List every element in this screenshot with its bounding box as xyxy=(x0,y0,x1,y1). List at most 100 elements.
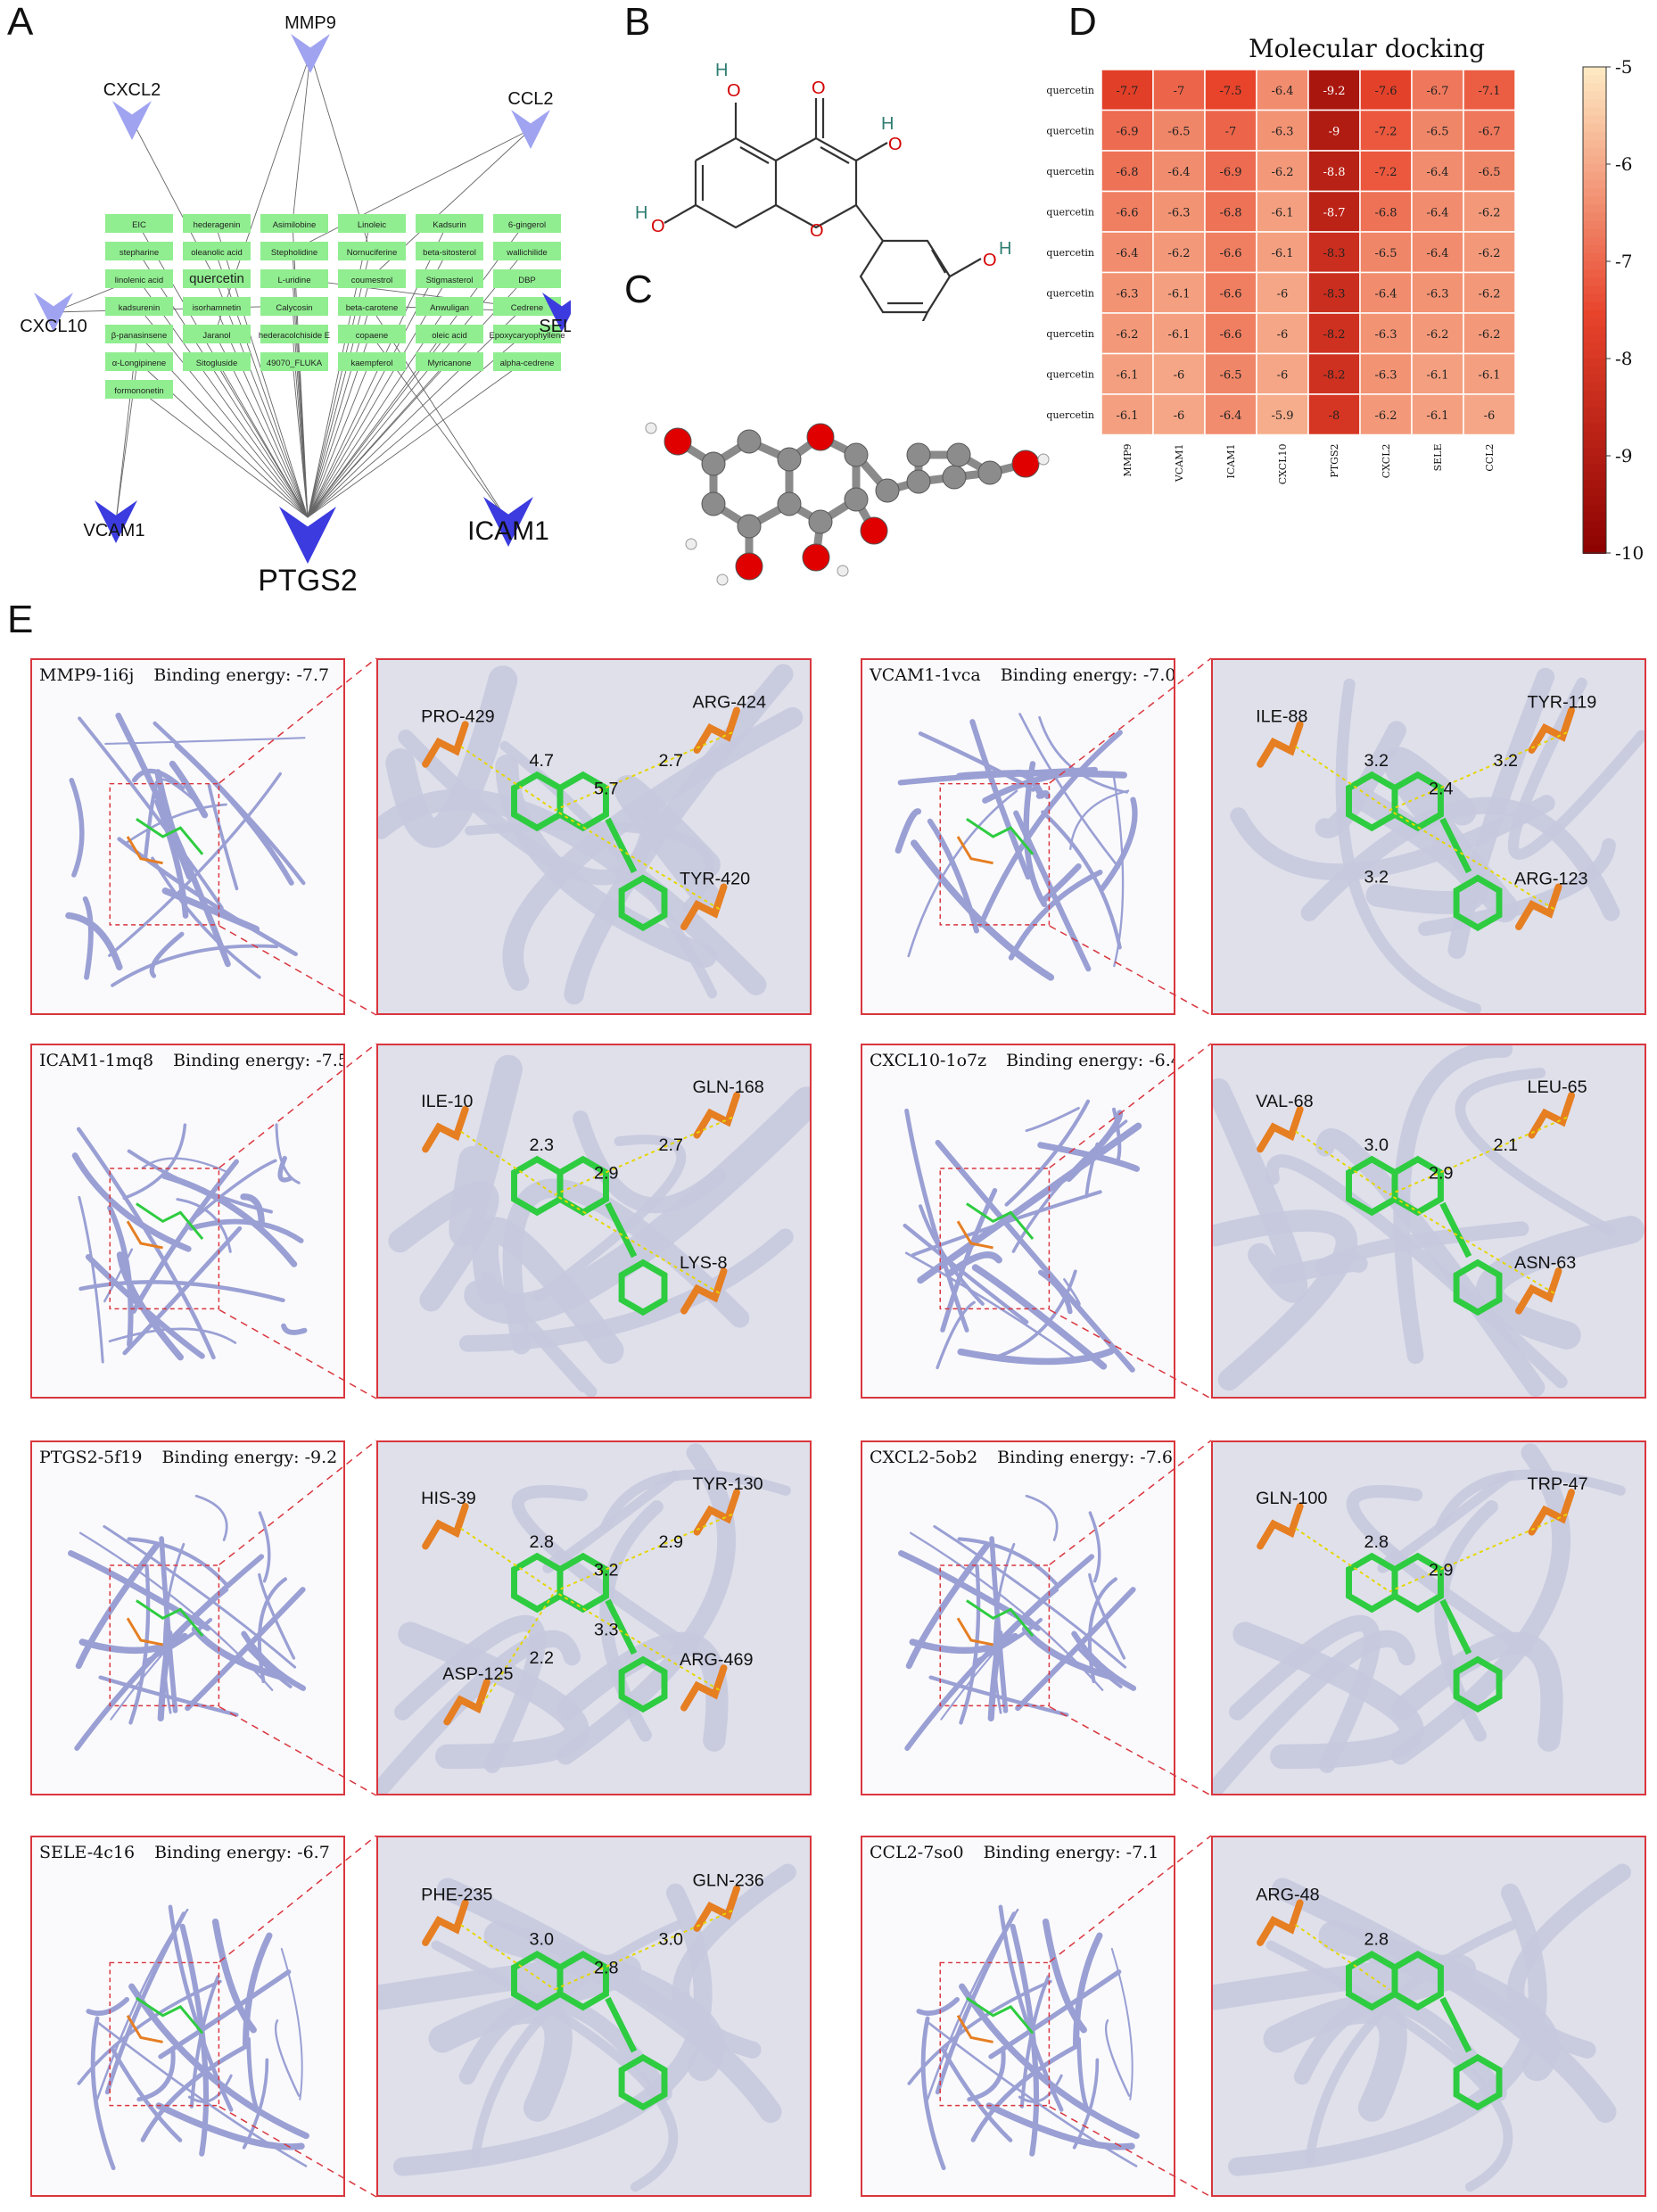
compound-node xyxy=(416,297,483,316)
ribbon-cartoon xyxy=(1315,1128,1546,1397)
svg-text:H: H xyxy=(715,61,728,80)
hydrogen-atom xyxy=(1037,453,1050,466)
ribbon-cartoon xyxy=(1506,1863,1631,2059)
compound-node xyxy=(493,242,561,260)
cxcl2-binding-site-panel: GLN-100 TRP-47 2.8 2.9 xyxy=(1211,1440,1646,1795)
colorbar-segment xyxy=(1583,115,1606,125)
protein-ribbon xyxy=(246,2036,260,2112)
residue-label: VAL-68 xyxy=(1256,1092,1314,1111)
ligand-bond xyxy=(1439,1201,1472,1259)
heatmap-cell xyxy=(1307,150,1361,193)
colorbar-segment xyxy=(1583,220,1606,230)
protein-ribbon xyxy=(1069,789,1130,851)
atom xyxy=(946,442,971,467)
compound-label: Cedrene xyxy=(511,303,543,313)
cxcl10-binding-site-panel: VAL-68 LEU-65 ASN-63 3.0 2.9 2.1 xyxy=(1211,1044,1646,1399)
colorbar-segment xyxy=(1583,367,1606,376)
atom xyxy=(664,427,692,456)
hbond-line xyxy=(1295,1924,1390,1991)
hbond-distance-label: 2.1 xyxy=(1493,1135,1518,1155)
compound-node xyxy=(183,352,251,371)
compound-node xyxy=(183,297,251,316)
heatmap-cell-value: -7.7 xyxy=(1116,85,1138,98)
residue-stick xyxy=(1528,1092,1575,1139)
heatmap-cell xyxy=(1152,109,1206,152)
atom xyxy=(906,469,931,494)
protein-ribbon xyxy=(935,1911,1017,2095)
protein-overview-render xyxy=(77,1904,309,2171)
residue-stick xyxy=(443,1678,491,1726)
protein-pdb-label: CCL2-7so0 xyxy=(870,1843,964,1862)
heatmap-cell-value: -6.6 xyxy=(1219,287,1241,301)
compound-node xyxy=(105,214,173,233)
heatmap-cell-value: -8.7 xyxy=(1323,206,1345,219)
protein-ribbon xyxy=(140,2044,249,2142)
ribbon-cartoon xyxy=(1229,1614,1381,1773)
residue-label: ASN-63 xyxy=(1514,1253,1576,1273)
edge-line xyxy=(307,277,371,518)
compound-label: Sitogluside xyxy=(196,359,237,368)
colorbar-segment xyxy=(1583,318,1606,327)
heatmap-cell-value: -6.1 xyxy=(1478,368,1500,382)
protein-ribbon xyxy=(95,1908,189,2101)
compound-label: hederagenin xyxy=(194,220,241,230)
compound-node xyxy=(493,269,561,288)
edge-line xyxy=(292,128,532,252)
atom xyxy=(802,543,830,572)
protein-ribbon xyxy=(1088,1572,1126,1660)
hbond-line xyxy=(482,1590,556,1705)
residue-label: PRO-429 xyxy=(421,706,494,726)
heatmap-col-label: VCAM1 xyxy=(1174,444,1185,483)
compound-node xyxy=(338,297,406,316)
ribbon-cartoon xyxy=(458,1228,794,1352)
ligand-ring xyxy=(1453,874,1503,931)
colorbar-segment xyxy=(1583,464,1606,474)
protein-overview-render xyxy=(903,1099,1142,1373)
heatmap-cell xyxy=(1101,150,1154,193)
heatmap-cell-value: -6.1 xyxy=(1116,368,1138,382)
protein-ribbon xyxy=(240,1193,265,1225)
colorbar-segment xyxy=(1583,131,1606,141)
ribbon-cartoon xyxy=(556,1631,729,1752)
residue-label: GLN-100 xyxy=(1256,1489,1327,1508)
heatmap-col-label: SELE xyxy=(1432,444,1444,472)
protein-ribbon xyxy=(1008,870,1103,961)
heatmap-row-label: quercetin xyxy=(1046,287,1094,299)
ligand-ring xyxy=(556,1950,609,2011)
compound-node xyxy=(493,214,561,233)
heatmap-row-label: quercetin xyxy=(1046,328,1094,340)
protein-ribbon xyxy=(1077,1647,1123,1688)
colorbar-segment xyxy=(1583,164,1606,174)
ribbon-cartoon xyxy=(1391,1443,1570,1765)
compound-node xyxy=(105,352,173,371)
colorbar-segment xyxy=(1583,310,1606,319)
hbond-line xyxy=(460,1130,556,1196)
protein-ribbon xyxy=(1025,1494,1059,1541)
ribbon-cartoon xyxy=(1269,1253,1368,1285)
protein-ribbon xyxy=(154,769,194,880)
protein-ribbon xyxy=(85,1254,205,1359)
heatmap-cell-value: -9 xyxy=(1329,125,1340,138)
hbond-distance-label: 3.2 xyxy=(1493,751,1518,771)
svg-text:O: O xyxy=(983,251,997,270)
colorbar-segment xyxy=(1583,431,1606,441)
compound-node xyxy=(260,352,328,371)
heatmap-cell-value: -6.2 xyxy=(1271,166,1293,179)
protein-ribbon xyxy=(1011,1119,1128,1253)
hbond-line xyxy=(1295,1130,1390,1196)
compound-node xyxy=(105,380,173,399)
heatmap-cell xyxy=(1463,109,1516,152)
heatmap-col-label: CXCL2 xyxy=(1381,444,1392,479)
edge-line xyxy=(307,360,371,518)
compound-label: EIC xyxy=(132,220,146,230)
heatmap-cell-value: -6.3 xyxy=(1374,328,1397,342)
heatmap-cell-value: -6.4 xyxy=(1426,206,1448,219)
ligand-bond xyxy=(605,817,638,874)
protein-ribbon xyxy=(909,1632,1018,1655)
protein-ribbon xyxy=(179,1923,210,2157)
residue-label: LEU-65 xyxy=(1528,1077,1587,1097)
binding-site-render: ILE-10 GLN-168 LYS-8 2.3 2.9 2.7 xyxy=(388,1054,810,1397)
binding-site-render: PRO-429 ARG-424 TYR-420 4.7 5.7 2.7 xyxy=(378,664,804,1005)
protein-ribbon xyxy=(141,1157,227,1173)
compound-label: Nornuciferine xyxy=(347,248,398,258)
